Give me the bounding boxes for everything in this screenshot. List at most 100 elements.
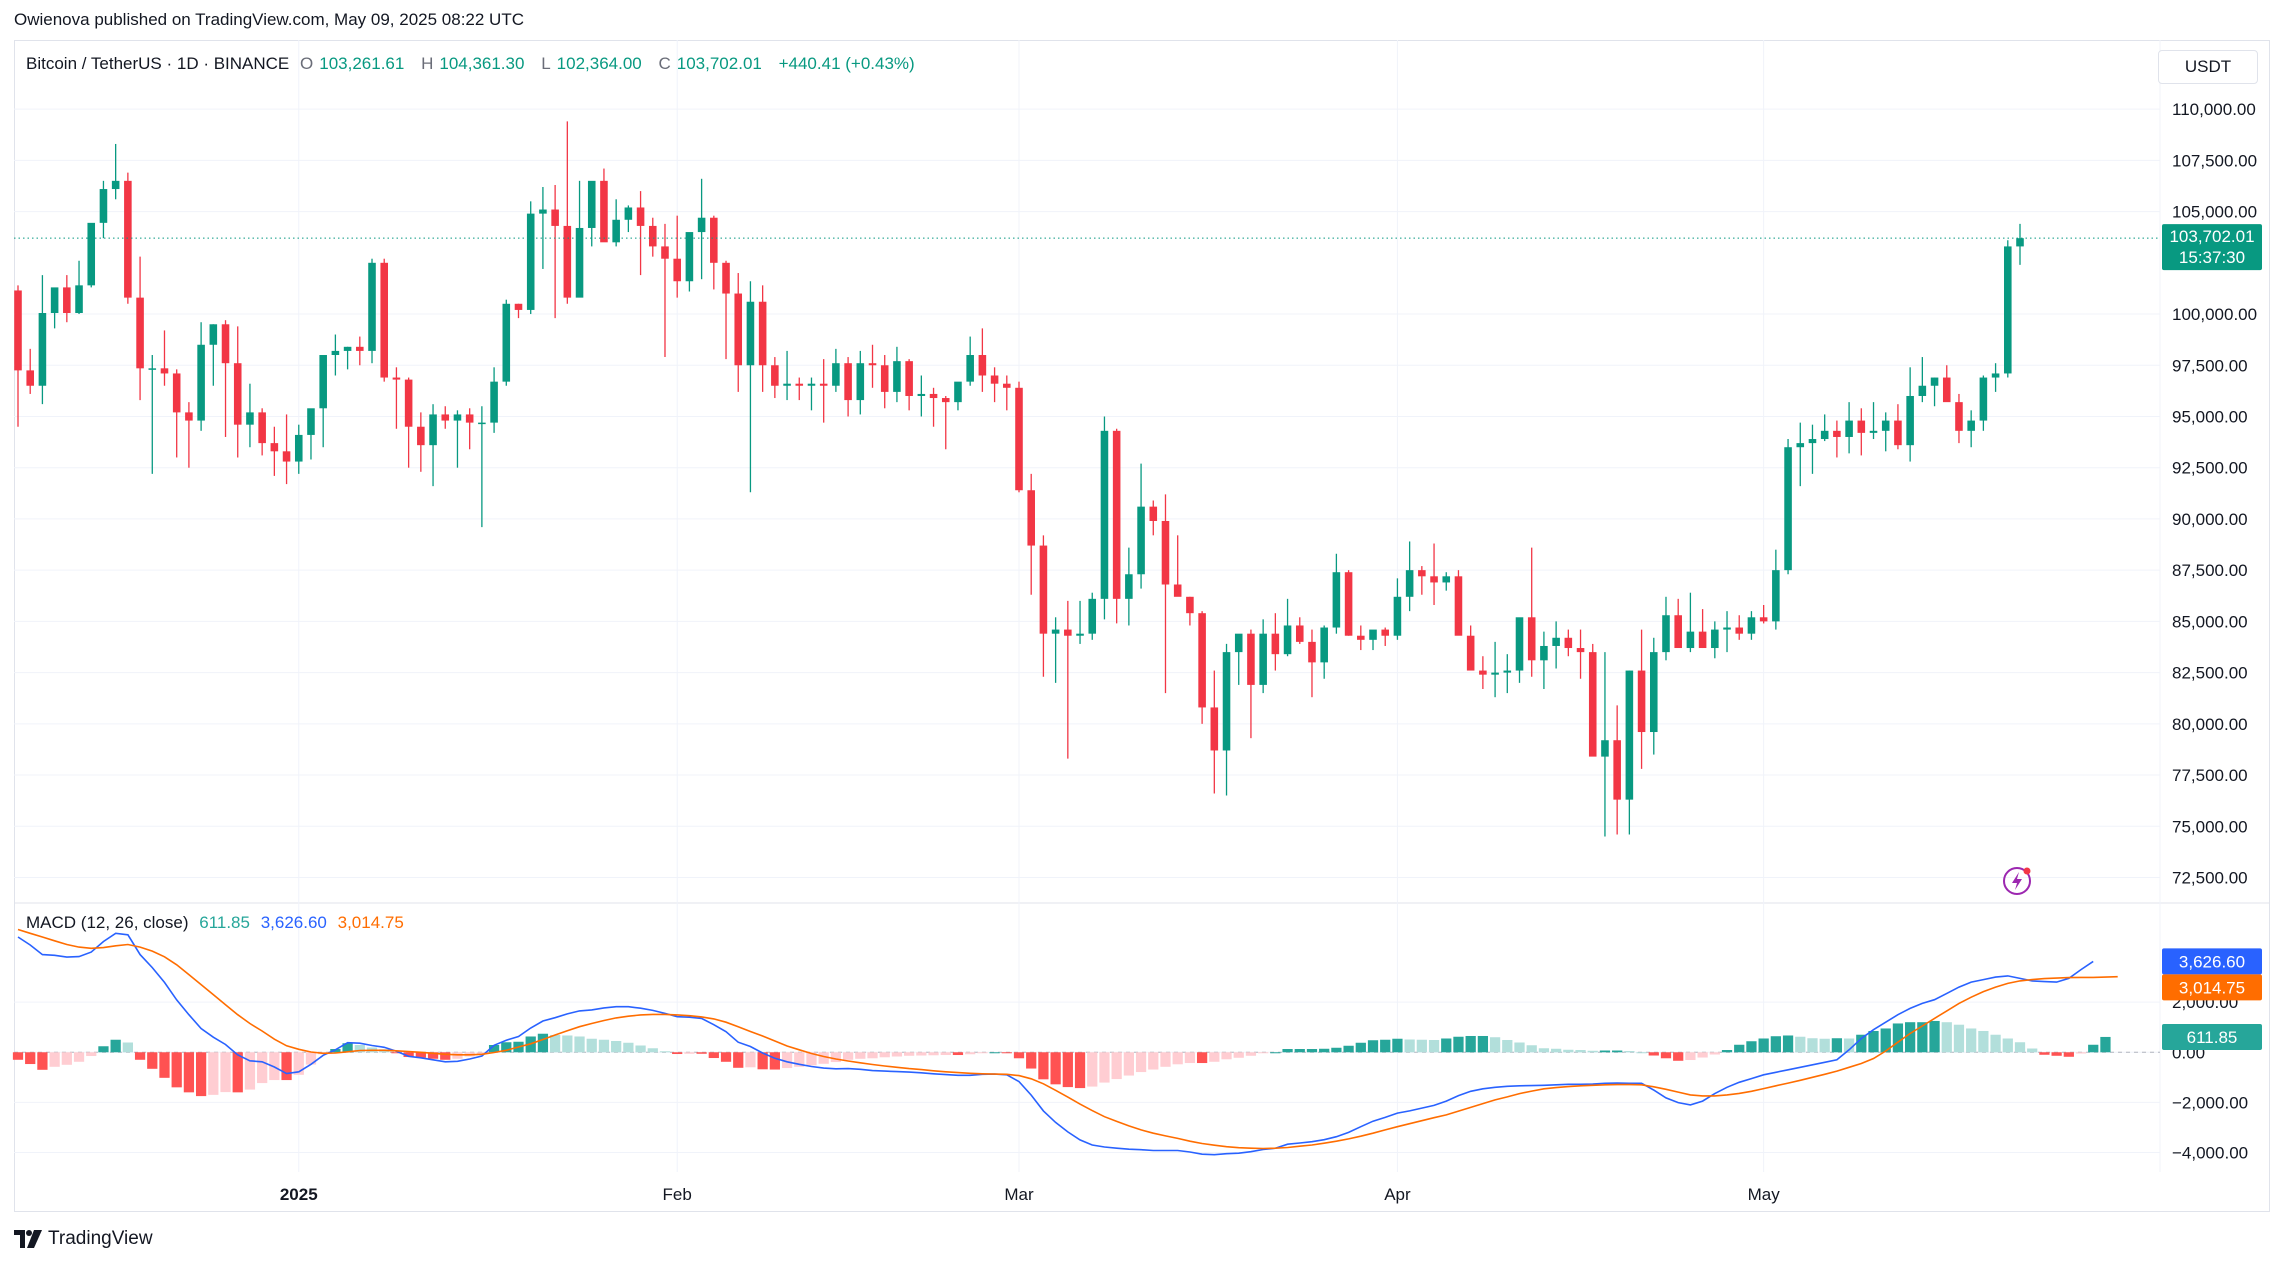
candle-body	[1784, 447, 1792, 571]
candle-body	[893, 361, 901, 392]
candle-body	[1222, 652, 1231, 751]
symbol-legend[interactable]: Bitcoin / TetherUS · 1D · BINANCE O 103,2…	[26, 54, 921, 74]
macd-histogram-bar	[1074, 1052, 1086, 1089]
candle-body	[600, 180, 608, 243]
macd-tick-label: −4,000.00	[2172, 1143, 2248, 1162]
candle-body	[1967, 420, 1975, 431]
tradingview-logo[interactable]: TradingView	[14, 1228, 153, 1250]
currency-selector[interactable]: USDT	[2158, 50, 2258, 84]
candle-body	[1527, 617, 1536, 661]
macd-histogram-bar	[195, 1052, 207, 1097]
candle-body	[1100, 430, 1109, 599]
tradingview-brand: TradingView	[48, 1228, 153, 1249]
macd-histogram-bar	[647, 1048, 658, 1053]
candle-body	[1247, 633, 1255, 685]
signal-axis-tag-value: 3,014.75	[2179, 978, 2245, 997]
candle-body	[1088, 598, 1097, 634]
candle-body	[380, 262, 389, 378]
candle-body	[563, 225, 572, 298]
macd-histogram-bar	[1953, 1024, 1965, 1053]
time-tick-label: Feb	[663, 1185, 692, 1204]
candle-body	[1112, 430, 1121, 599]
candle-body	[1576, 648, 1585, 653]
macd-histogram-bar	[1782, 1035, 1794, 1053]
candle-body	[734, 293, 743, 366]
candle-body	[856, 363, 865, 401]
macd-histogram-bar	[842, 1052, 854, 1060]
macd-histogram-bar	[1892, 1023, 1904, 1053]
macd-signal-value: 3,014.75	[337, 913, 404, 932]
candle-body	[331, 350, 340, 356]
candle-body	[1295, 625, 1304, 642]
macd-histogram-bar	[1453, 1036, 1464, 1053]
macd-histogram-bar	[403, 1052, 414, 1058]
candle-body	[1857, 420, 1866, 433]
macd-histogram-bar	[672, 1052, 683, 1055]
candle-body	[1808, 439, 1817, 444]
macd-histogram-bar	[696, 1052, 707, 1054]
candle-body	[868, 363, 877, 366]
candle-body	[648, 225, 657, 247]
candle-body	[1186, 596, 1194, 614]
price-tick-label: 92,500.00	[2172, 459, 2248, 478]
candle-body	[1588, 652, 1597, 757]
macd-histogram-bar	[1648, 1052, 1659, 1056]
candle-body	[441, 414, 450, 421]
candle-body	[1003, 383, 1011, 388]
macd-histogram-bar	[305, 1052, 317, 1065]
macd-histogram-bar	[537, 1033, 549, 1053]
macd-histogram-bar	[867, 1052, 878, 1059]
macd-histogram-bar	[1221, 1052, 1232, 1060]
candle-body	[612, 219, 620, 243]
macd-histogram-bar	[928, 1052, 939, 1056]
macd-histogram-bar	[659, 1051, 671, 1053]
candle-body	[1613, 740, 1621, 800]
price-axis[interactable]: 110,000.00 107,500.00 105,000.00 100,000.00…	[2172, 100, 2257, 887]
candle-body	[502, 303, 511, 382]
price-candles	[14, 121, 2024, 837]
candle-body	[1369, 629, 1377, 640]
macd-histogram-bar	[1538, 1048, 1550, 1053]
macd-histogram-bar	[183, 1052, 195, 1093]
macd-axis[interactable]: 2,000.000.00−2,000.00−4,000.00	[2172, 993, 2248, 1162]
macd-line-value: 3,626.60	[260, 913, 327, 932]
macd-histogram-bar	[2027, 1048, 2038, 1053]
alert-lightning-icon[interactable]	[2000, 864, 2034, 903]
candle-body	[905, 361, 913, 396]
candle-body	[1759, 617, 1768, 622]
chart-frame	[14, 40, 2270, 1212]
candle-body	[783, 383, 791, 386]
macd-histogram-bar	[1697, 1052, 1708, 1058]
symbol-name: Bitcoin / TetherUS · 1D · BINANCE	[26, 54, 290, 73]
macd-histogram-bar	[476, 1052, 488, 1055]
macd-histogram-bar	[427, 1052, 439, 1059]
macd-histogram-bar	[818, 1052, 829, 1064]
candle-body	[1625, 670, 1634, 800]
macd-histogram-bar	[623, 1042, 634, 1053]
candle-body	[1039, 545, 1048, 634]
macd-histogram-bar	[1282, 1049, 1293, 1053]
candle-body	[1930, 377, 1939, 386]
candle-body	[429, 414, 437, 446]
macd-histogram-bar	[965, 1052, 976, 1055]
time-axis[interactable]: 2025 Feb Mar Apr May	[280, 1185, 1780, 1204]
macd-histogram-bar	[25, 1052, 36, 1065]
price-tick-label: 95,000.00	[2172, 407, 2248, 426]
macd-legend[interactable]: MACD (12, 26, close) 611.85 3,626.60 3,0…	[26, 913, 410, 933]
macd-histogram-bar	[549, 1034, 561, 1053]
candle-body	[771, 365, 779, 386]
macd-histogram-bar	[1624, 1051, 1635, 1053]
macd-histogram-bar	[1856, 1034, 1867, 1053]
candle-body	[1381, 629, 1390, 636]
grid-lines	[14, 40, 2270, 1172]
macd-histogram-bar	[2075, 1052, 2087, 1054]
candle-body	[1979, 377, 1988, 421]
candle-body	[1149, 506, 1158, 521]
candle-body	[1711, 629, 1719, 649]
candle-body	[1991, 373, 2000, 378]
candle-body	[1271, 633, 1280, 655]
macd-histogram-bar	[73, 1052, 85, 1062]
axis-tags: 103,702.01 15:37:30 3,626.60 3,014.75 611.85	[2162, 224, 2262, 1050]
candle-body	[38, 313, 47, 386]
